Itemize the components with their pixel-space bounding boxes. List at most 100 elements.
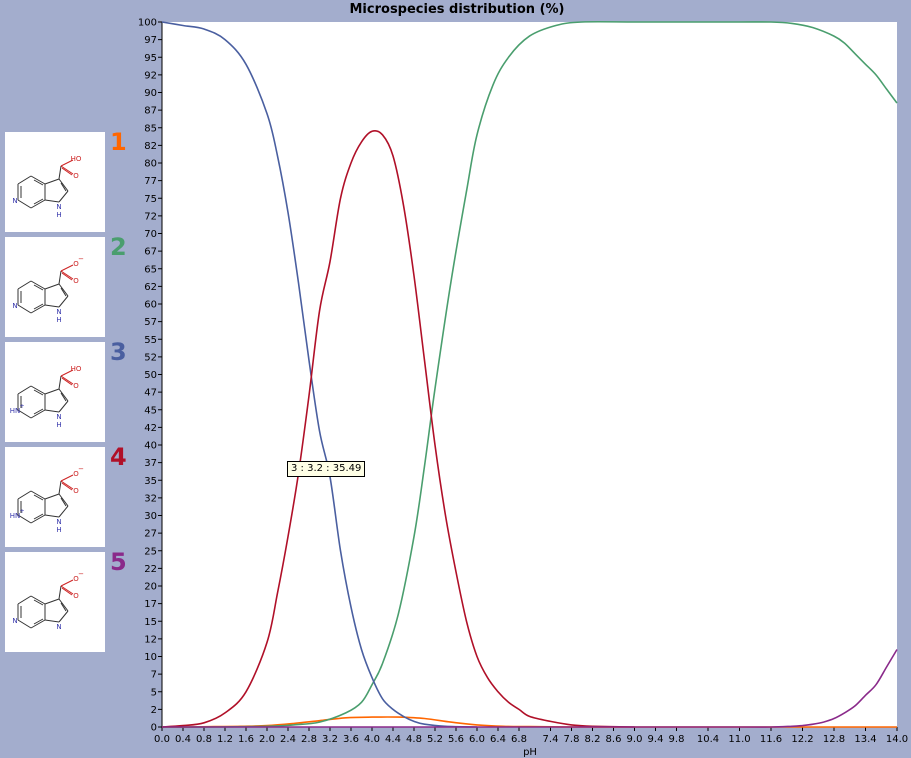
bond xyxy=(60,264,74,272)
atom-label: N xyxy=(56,413,61,421)
bond xyxy=(61,482,73,491)
y-tick-label: 52 xyxy=(144,352,157,363)
bond xyxy=(58,610,69,623)
x-tick-label: 8.2 xyxy=(585,734,601,745)
y-tick-label: 20 xyxy=(144,582,157,593)
bond xyxy=(60,585,74,595)
bond xyxy=(60,165,74,175)
x-tick-label: 10.4 xyxy=(697,734,719,745)
molecule-icon: O−OHN+NH xyxy=(10,465,84,534)
y-tick-label: 87 xyxy=(144,106,157,117)
bond xyxy=(30,619,46,629)
legend-number-3: 3 xyxy=(110,338,127,366)
bond xyxy=(58,493,69,507)
bond xyxy=(44,409,60,413)
y-tick-label: 100 xyxy=(138,18,157,29)
bond xyxy=(58,388,69,402)
x-tick-label: 9.0 xyxy=(627,734,643,745)
legend-number-2: 2 xyxy=(110,233,127,261)
atom-label: N xyxy=(12,197,17,205)
bond xyxy=(30,514,46,524)
bond xyxy=(44,304,60,308)
bond xyxy=(60,369,74,377)
bond xyxy=(58,270,62,285)
y-tick-label: 12 xyxy=(144,634,157,645)
bond xyxy=(17,619,32,629)
x-tick-label: 4.0 xyxy=(364,734,380,745)
plot-area xyxy=(162,22,897,727)
series-line-4 xyxy=(161,129,635,728)
atom-label: O xyxy=(73,592,79,600)
bond xyxy=(58,178,69,192)
bond xyxy=(44,619,60,623)
bond xyxy=(17,595,32,605)
bond xyxy=(30,280,46,290)
atom-label: HO xyxy=(71,365,82,373)
x-tick-label: 13.4 xyxy=(854,734,876,745)
atom-label: O xyxy=(73,260,79,268)
atom-label: N xyxy=(56,308,61,316)
atom-label: O xyxy=(73,172,79,180)
bond xyxy=(33,303,44,310)
legend-structure-5: O − O N N xyxy=(5,552,105,652)
x-tick-label: 12.8 xyxy=(823,734,845,745)
x-axis: 0.0 0.4 0.8 1.2 1.6 2.0 2.4 2.8 3.2 3.6 4.0 4.4 4.8 5… xyxy=(154,726,908,745)
x-tick-label: 5.6 xyxy=(448,734,464,745)
bond xyxy=(44,493,60,500)
y-tick-label: 97 xyxy=(144,35,157,46)
bond xyxy=(44,598,60,605)
x-tick-label: 1.6 xyxy=(238,734,254,745)
x-tick-label: 1.2 xyxy=(217,734,233,745)
atom-label: O xyxy=(73,470,79,478)
y-tick-label: 30 xyxy=(144,511,157,522)
y-tick-label: 17 xyxy=(144,599,157,610)
y-tick-label: 57 xyxy=(144,317,157,328)
bond xyxy=(33,198,44,205)
atom-label: H xyxy=(56,316,61,324)
legend-number-1: 1 xyxy=(110,128,127,156)
molecule-icon: HO O HN+ NH xyxy=(10,365,82,429)
atom-label: + xyxy=(19,403,24,410)
bond xyxy=(17,304,32,314)
series-line-5 xyxy=(161,649,898,728)
bond xyxy=(44,514,60,518)
bond xyxy=(60,474,74,482)
bond xyxy=(58,598,69,612)
bond xyxy=(33,389,44,396)
legend-structure-1: HO O N N H xyxy=(5,132,105,232)
bond xyxy=(17,385,32,395)
bond xyxy=(60,182,67,192)
atom-label: H xyxy=(56,526,61,534)
atom-label: O xyxy=(73,277,79,285)
y-tick-label: 62 xyxy=(144,282,157,293)
bond xyxy=(17,514,32,524)
x-tick-label: 11.6 xyxy=(760,734,782,745)
data-tooltip: 3 : 3.2 : 35.49 xyxy=(287,461,366,477)
bond xyxy=(60,159,74,167)
y-tick-label: 7 xyxy=(151,670,157,681)
legend-structure-4: O − O HN + N H xyxy=(5,447,105,547)
bond xyxy=(44,199,60,203)
x-tick-label: 2.8 xyxy=(301,734,317,745)
y-tick-label: 25 xyxy=(144,546,157,557)
y-tick-label: 67 xyxy=(144,247,157,258)
y-tick-label: 80 xyxy=(144,159,157,170)
bond xyxy=(58,375,62,390)
bond xyxy=(33,618,44,625)
legend-structure-2: O − O N N H xyxy=(5,237,105,337)
y-tick-label: 47 xyxy=(144,388,157,399)
bond xyxy=(58,400,69,413)
y-tick-label: 72 xyxy=(144,211,157,222)
x-tick-label: 9.4 xyxy=(648,734,664,745)
molecule-icon: O−ONN xyxy=(12,570,84,631)
bond xyxy=(58,480,62,495)
x-tick-label: 0.8 xyxy=(196,734,212,745)
y-tick-label: 60 xyxy=(144,300,157,311)
bond xyxy=(30,175,46,185)
atom-label: N xyxy=(12,302,17,310)
bond xyxy=(58,165,62,180)
y-tick-label: 85 xyxy=(144,123,157,134)
y-tick-label: 40 xyxy=(144,441,157,452)
